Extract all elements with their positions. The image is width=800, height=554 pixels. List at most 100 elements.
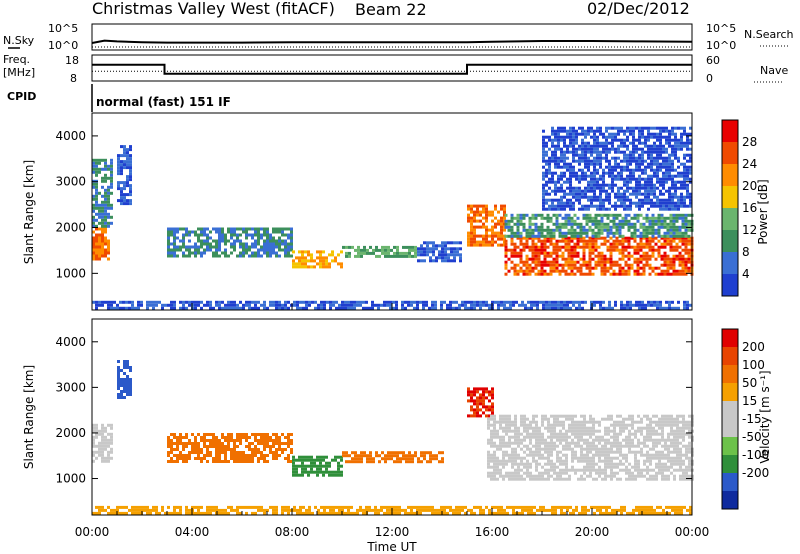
heatmap-cell [550,423,553,427]
heatmap-cell [665,171,668,175]
heatmap-cell [101,251,104,255]
heatmap-cell [254,454,257,457]
heatmap-cell [681,231,685,235]
heatmap-cell [304,250,307,254]
heatmap-cell [616,414,619,418]
heatmap-cell [520,414,523,418]
heatmap-cell [642,272,646,276]
heatmap-cell [656,171,659,175]
heatmap-cell [639,242,643,246]
heatmap-cell [620,300,623,304]
heatmap-cell [598,459,601,463]
heatmap-cell [684,236,688,240]
heatmap-cell [322,250,325,254]
heatmap-cell [611,177,614,181]
heatmap-cell [678,269,682,273]
heatmap-cell [387,454,390,458]
heatmap-cell [626,168,629,172]
heatmap-cell [569,132,572,136]
heatmap-cell [408,245,411,249]
heatmap-cell [307,458,310,462]
heatmap-cell [566,204,569,208]
heatmap-cell [375,245,378,249]
heatmap-cell [631,423,634,427]
heatmap-cell [357,457,360,461]
heatmap-cell [176,457,179,460]
heatmap-cell [649,456,652,460]
heatmap-cell [525,228,529,232]
heatmap-cell [500,204,503,208]
heatmap-cell [659,132,662,136]
heatmap-cell [522,269,526,273]
heatmap-cell [671,153,674,157]
heatmap-cell [605,138,608,142]
heatmap-cell [652,432,655,436]
heatmap-cell [659,147,662,151]
heatmap-cell [662,144,665,148]
heatmap-cell [417,460,420,464]
heatmap-cell [578,186,581,190]
heatmap-cell [671,183,674,187]
heatmap-cell [599,207,602,211]
heatmap-cell [263,248,266,252]
heatmap-cell [570,228,574,232]
heatmap-cell [523,450,526,454]
heatmap-cell [672,272,676,276]
heatmap-cell [101,230,104,234]
heatmap-cell [281,248,284,252]
heatmap-cell [110,215,113,219]
heatmap-cell [319,467,322,471]
heatmap-cell [674,204,677,208]
heatmap-cell [640,417,643,421]
heatmap-cell [575,195,578,199]
heatmap-cell [611,165,614,169]
heatmap-cell [485,303,488,307]
heatmap-cell [173,248,176,252]
heatmap-cell [624,245,628,249]
heatmap-cell [345,454,348,458]
heatmap-cell [402,251,405,255]
heatmap-cell [341,306,344,310]
heatmap-cell [592,453,595,457]
heatmap-cell [600,257,604,261]
heatmap-cell [307,473,310,477]
heatmap-cell [611,183,614,187]
heatmap-cell [621,251,625,255]
heatmap-cell [514,474,517,478]
heatmap-cell [641,132,644,136]
heatmap-cell [104,188,107,192]
heatmap-cell [120,145,123,149]
heatmap-cell [307,464,310,468]
heatmap-cell [558,225,562,229]
heatmap-cell [432,253,435,257]
heatmap-cell [263,245,266,249]
heatmap-cell [687,222,691,226]
heatmap-cell [185,300,188,304]
heatmap-cell [586,447,589,451]
heatmap-cell [542,156,545,160]
heatmap-cell [596,150,599,154]
heatmap-cell [242,303,245,307]
heatmap-cell [591,272,595,276]
heatmap-cell [126,375,129,378]
heatmap-cell [669,228,673,232]
heatmap-cell [552,222,556,226]
heatmap-cell [567,251,571,255]
heatmap-cell [95,206,98,210]
heatmap-cell [612,245,616,249]
heatmap-cell [551,201,554,205]
heatmap-cell [665,189,668,193]
heatmap-cell [98,158,101,162]
heatmap-cell [431,300,434,304]
heatmap-cell [637,429,640,433]
heatmap-cell [551,126,554,130]
heatmap-cell [149,303,152,307]
heatmap-cell [101,459,104,463]
heatmap-cell [519,257,523,261]
heatmap-cell [296,300,299,304]
heatmap-cell [635,195,638,199]
heatmap-cell [669,231,673,235]
heatmap-cell [556,465,559,469]
heatmap-cell [603,222,607,226]
heatmap-cell [549,242,553,246]
